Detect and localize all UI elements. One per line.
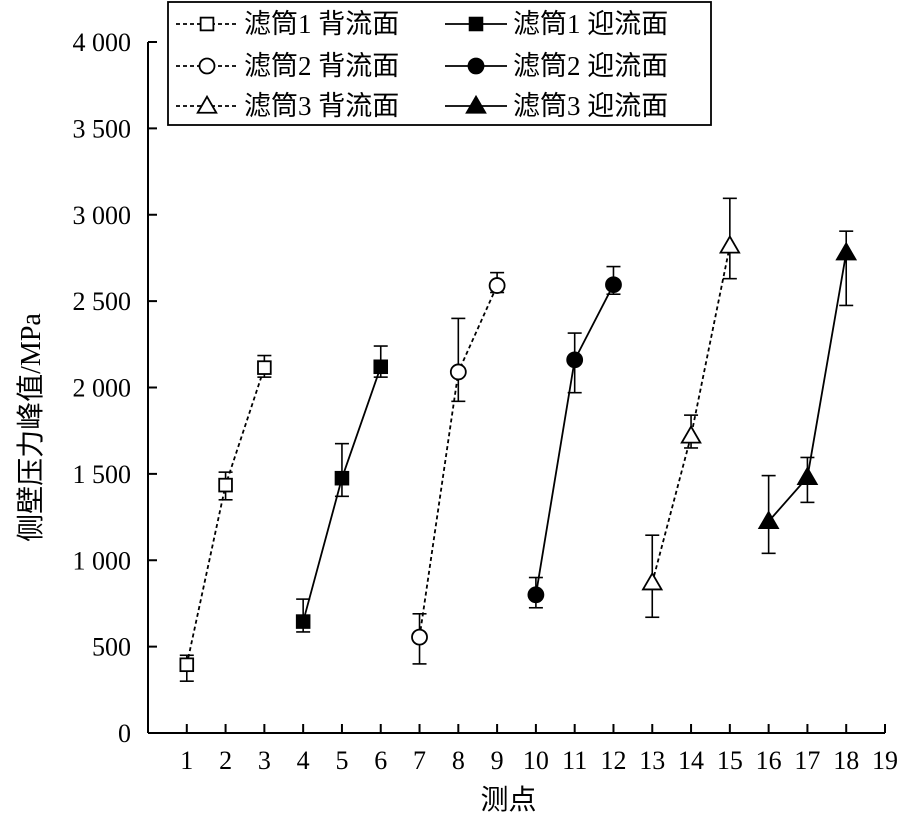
data-point	[488, 277, 506, 294]
y-tick-label: 4 000	[73, 28, 132, 57]
series-line	[185, 367, 266, 665]
data-point	[641, 571, 664, 591]
x-tick-label: 14	[678, 746, 704, 775]
legend-label: 滤筒1 背流面	[244, 9, 399, 39]
legend-marker	[465, 94, 487, 114]
legend-marker	[196, 94, 218, 114]
y-tick-label: 2 500	[73, 287, 132, 316]
data-point	[796, 466, 819, 485]
legend-label: 滤筒2 背流面	[244, 51, 399, 81]
data-point	[449, 363, 467, 381]
series-5	[641, 197, 741, 619]
series-6	[757, 230, 858, 555]
data-point	[757, 510, 780, 530]
data-point	[718, 234, 741, 254]
x-tick-label: 12	[600, 746, 626, 775]
x-tick-label: 8	[452, 746, 465, 775]
y-tick-label: 3 500	[73, 114, 132, 143]
legend-item-2: 滤筒1 迎流面	[445, 9, 668, 39]
legend-label: 滤筒3 背流面	[244, 91, 399, 121]
x-axis-title: 测点	[480, 785, 536, 816]
x-tick-label: 11	[562, 746, 587, 775]
legend-label: 滤筒1 迎流面	[513, 9, 668, 39]
data-point	[527, 586, 545, 604]
y-tick-label: 1 500	[73, 460, 132, 489]
data-point	[680, 424, 702, 444]
series-1	[179, 354, 272, 682]
data-point	[373, 359, 389, 375]
x-tick-label: 18	[833, 746, 859, 775]
x-tick-label: 2	[219, 746, 232, 775]
legend-item-1: 滤筒1 背流面	[176, 9, 399, 39]
data-point	[295, 614, 311, 629]
series-line	[535, 284, 615, 595]
y-tick-label: 3 000	[73, 201, 132, 230]
y-tick-label: 2 000	[73, 374, 132, 403]
data-point	[411, 628, 428, 646]
axes: 0 500 1 000 1 500 2 000 2 500 3 000 3 500 4 000 1…	[73, 28, 899, 775]
legend-label: 滤筒2 迎流面	[513, 51, 668, 81]
y-axis-title: 侧壁压力峰值/MPa	[15, 313, 47, 542]
x-tick-label: 1	[180, 746, 193, 775]
x-tick-label: 4	[297, 746, 310, 775]
legend-item-3: 滤筒2 背流面	[176, 51, 399, 81]
series-layer	[179, 197, 858, 682]
series-line	[651, 245, 731, 583]
legend-item-4: 滤筒2 迎流面	[445, 51, 668, 81]
x-tick-label: 13	[639, 746, 665, 775]
data-point	[218, 477, 233, 493]
legend-item-6: 滤筒3 迎流面	[445, 91, 668, 121]
x-tick-label: 10	[523, 746, 549, 775]
legend-marker	[467, 57, 485, 75]
x-tick-label: 15	[717, 746, 743, 775]
legend-box	[167, 1, 712, 126]
legend-item-5: 滤筒3 背流面	[176, 91, 399, 121]
legend-marker	[468, 16, 484, 32]
series-3	[411, 271, 506, 665]
legend-marker	[199, 16, 215, 32]
y-tick-label: 500	[92, 633, 131, 662]
x-tick-label: 7	[413, 746, 426, 775]
data-point	[605, 276, 622, 294]
x-tick-label: 16	[756, 746, 782, 775]
x-tick-label: 6	[374, 746, 387, 775]
y-tick-label: 1 000	[73, 546, 132, 575]
data-point	[566, 351, 584, 369]
x-tick-label: 5	[335, 746, 348, 775]
series-2	[295, 345, 389, 633]
x-tick-label: 17	[794, 746, 820, 775]
data-point	[334, 470, 350, 486]
x-tick-label: 3	[258, 746, 271, 775]
x-tick-label: 9	[491, 746, 504, 775]
data-point	[257, 360, 272, 375]
legend-label: 滤筒3 迎流面	[513, 91, 668, 121]
legend-marker	[198, 57, 216, 75]
series-4	[527, 265, 622, 609]
data-point	[835, 241, 858, 261]
y-tick-label: 0	[118, 719, 131, 748]
x-tick-label: 19	[872, 746, 898, 775]
data-point	[179, 657, 195, 673]
